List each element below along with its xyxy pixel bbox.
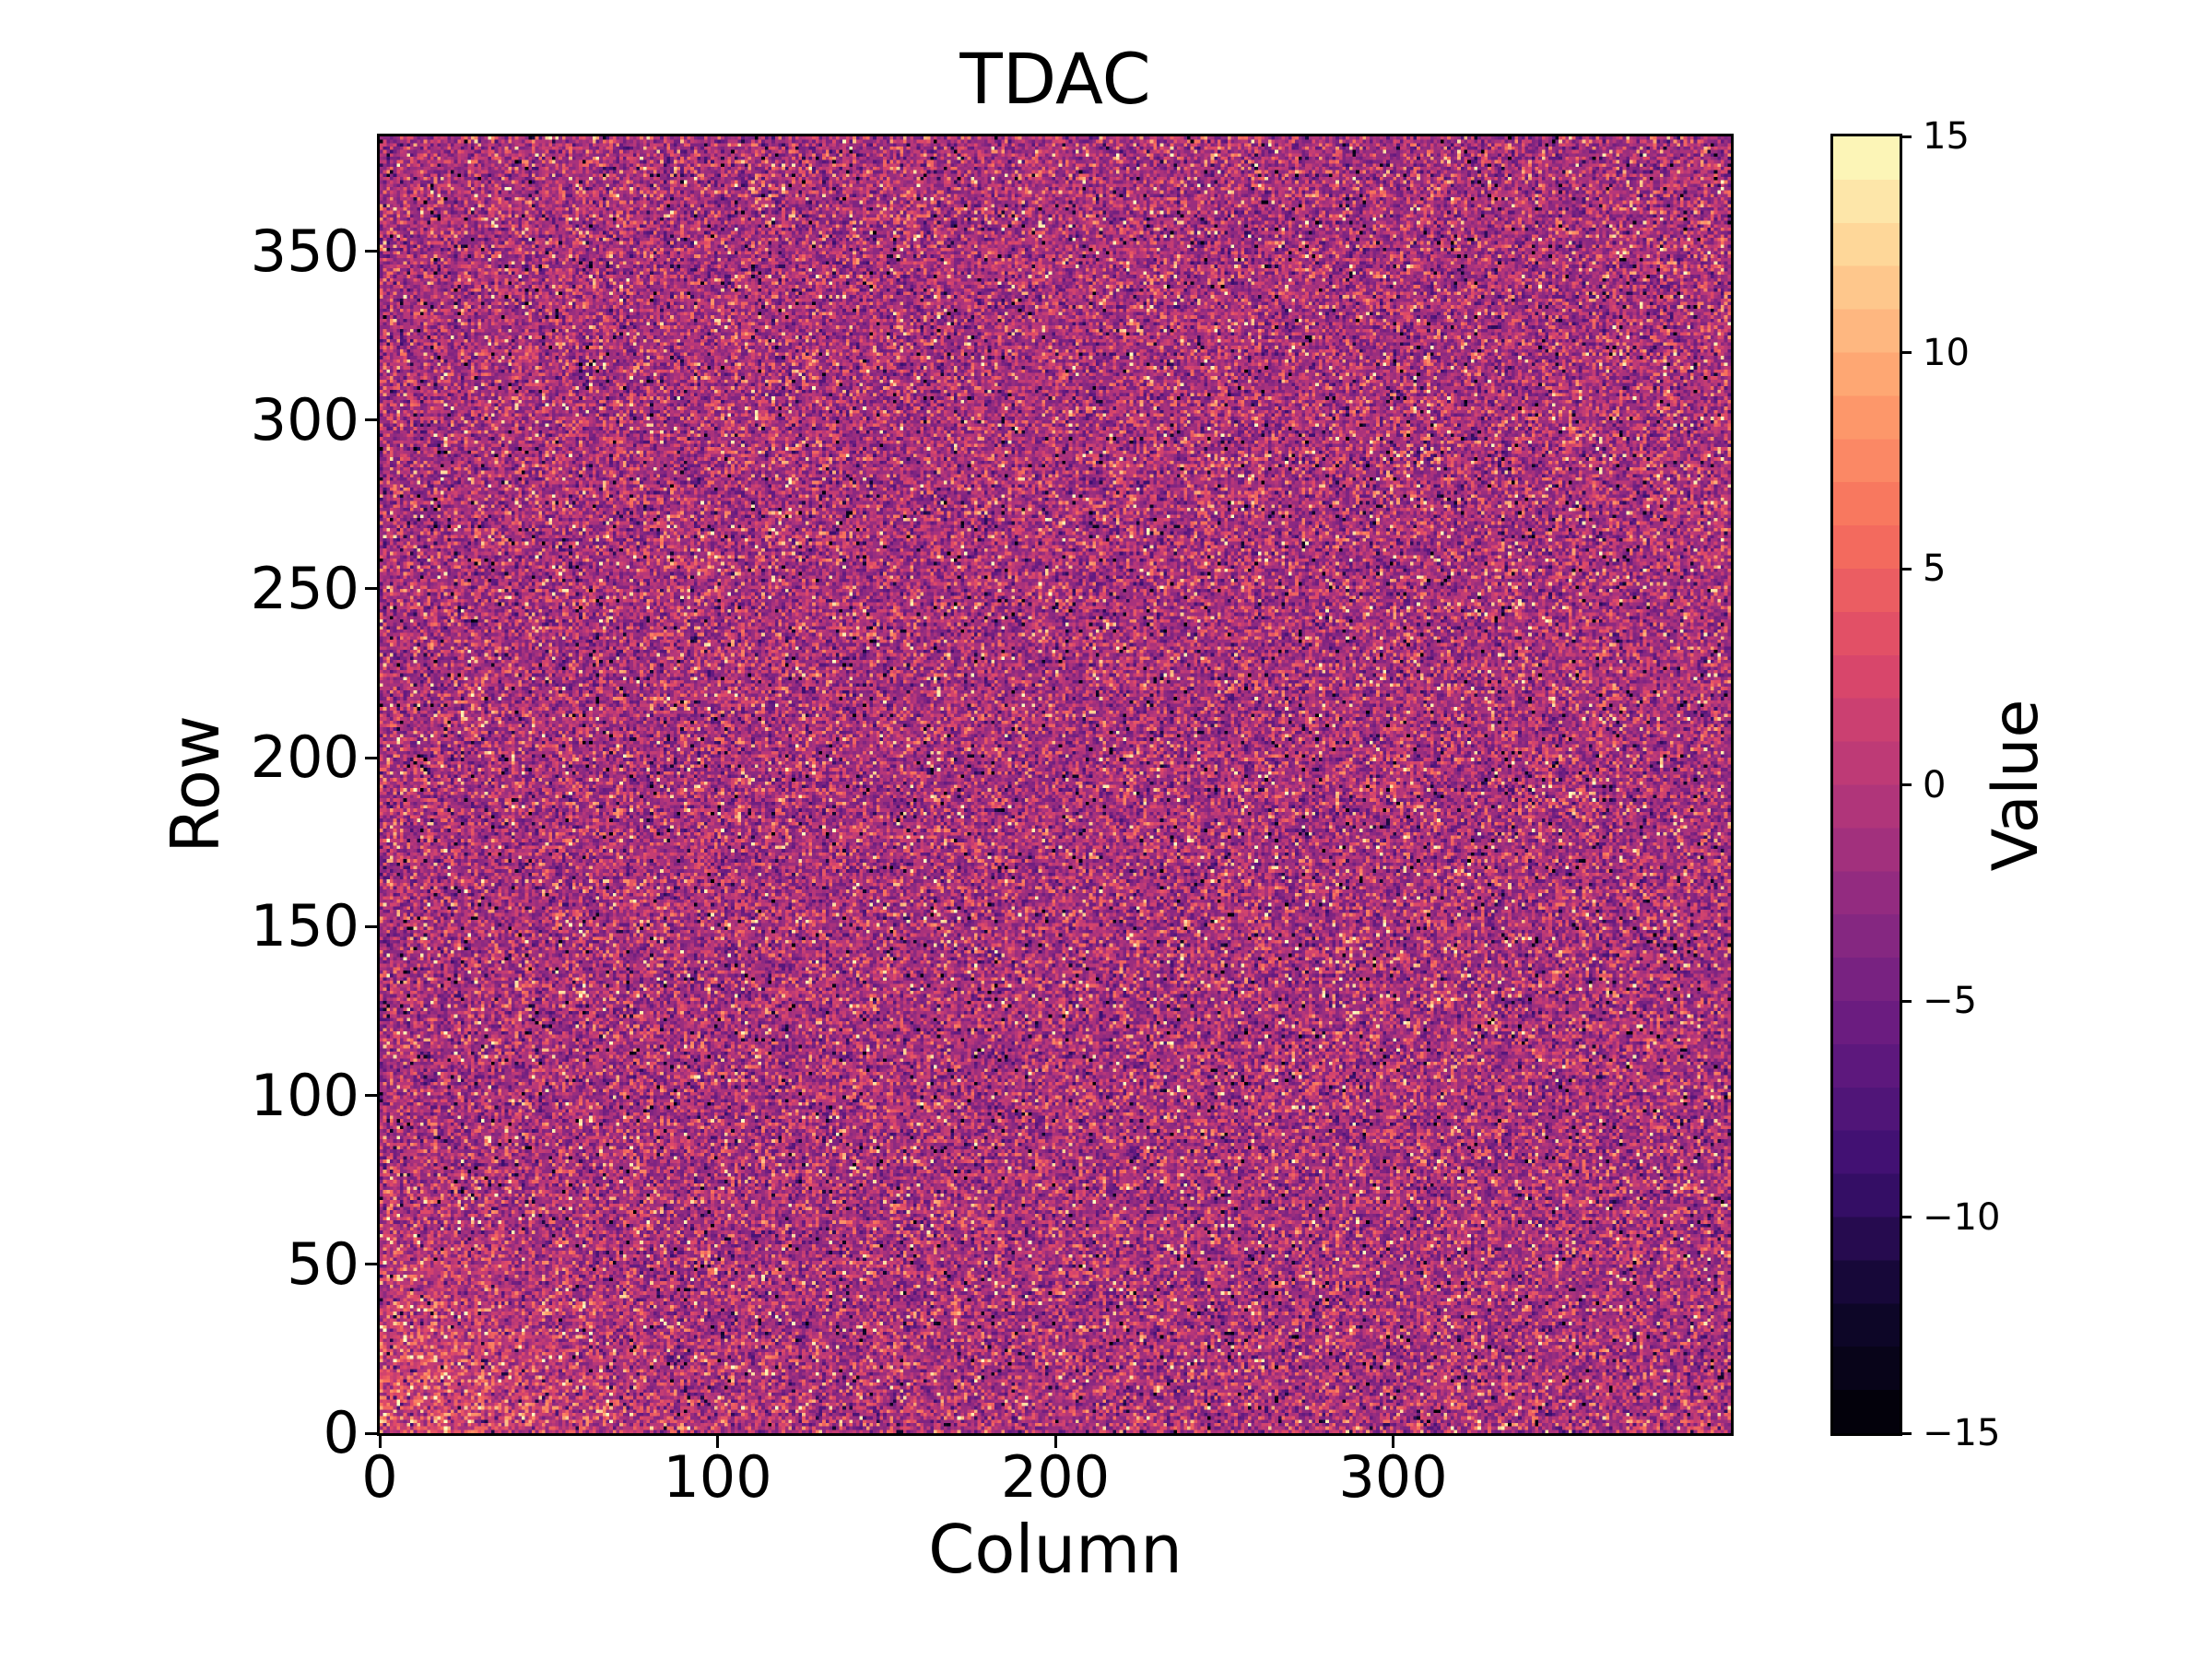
y-tick-label: 300: [250, 385, 359, 453]
colorbar-tick-label: 10: [1923, 331, 1970, 374]
y-tick-label: 150: [250, 892, 359, 960]
x-tick-mark: [378, 1436, 382, 1448]
colorbar-tick-mark: [1900, 1216, 1912, 1218]
x-tick-label: 300: [1338, 1443, 1448, 1511]
y-tick-mark: [365, 1094, 377, 1098]
x-tick-mark: [716, 1436, 719, 1448]
colorbar-tick-mark: [1900, 999, 1912, 1003]
y-tick-mark: [365, 418, 377, 422]
x-tick-label: 0: [361, 1443, 398, 1511]
y-tick-label: 0: [323, 1399, 359, 1466]
y-tick-label: 200: [250, 724, 359, 792]
colorbar-tick-label: 5: [1923, 547, 1947, 590]
colorbar-tick-mark: [1900, 783, 1912, 786]
y-axis-label: Row: [157, 715, 234, 853]
colorbar-tick-label: 15: [1923, 115, 1970, 158]
colorbar-tick-label: 0: [1923, 763, 1947, 806]
colorbar-tick-label: −10: [1923, 1195, 2001, 1239]
chart-title: TDAC: [959, 38, 1151, 120]
colorbar-tick-mark: [1900, 135, 1912, 138]
heatmap-canvas: [380, 136, 1731, 1433]
colorbar-tick-mark: [1900, 567, 1912, 571]
colorbar-tick-label: −15: [1923, 1412, 2001, 1454]
y-tick-label: 350: [250, 217, 359, 285]
x-axis-label: Column: [928, 1511, 1182, 1588]
colorbar-tick-label: −5: [1923, 980, 1977, 1022]
y-tick-mark: [365, 250, 377, 253]
y-tick-mark: [365, 756, 377, 759]
y-tick-mark: [365, 1263, 377, 1266]
x-tick-mark: [1053, 1436, 1057, 1448]
colorbar-canvas: [1833, 136, 1900, 1433]
y-tick-mark: [365, 587, 377, 591]
x-tick-label: 200: [1000, 1443, 1111, 1511]
colorbar-label: Value: [1980, 699, 2053, 872]
y-tick-mark: [365, 1431, 377, 1435]
colorbar-tick-mark: [1900, 1431, 1912, 1435]
colorbar-tick-mark: [1900, 351, 1912, 354]
y-tick-label: 50: [287, 1230, 359, 1298]
y-tick-label: 250: [250, 554, 359, 622]
x-tick-label: 100: [663, 1443, 772, 1511]
y-tick-mark: [365, 924, 377, 928]
x-tick-mark: [1392, 1436, 1394, 1448]
y-tick-label: 100: [250, 1061, 359, 1129]
